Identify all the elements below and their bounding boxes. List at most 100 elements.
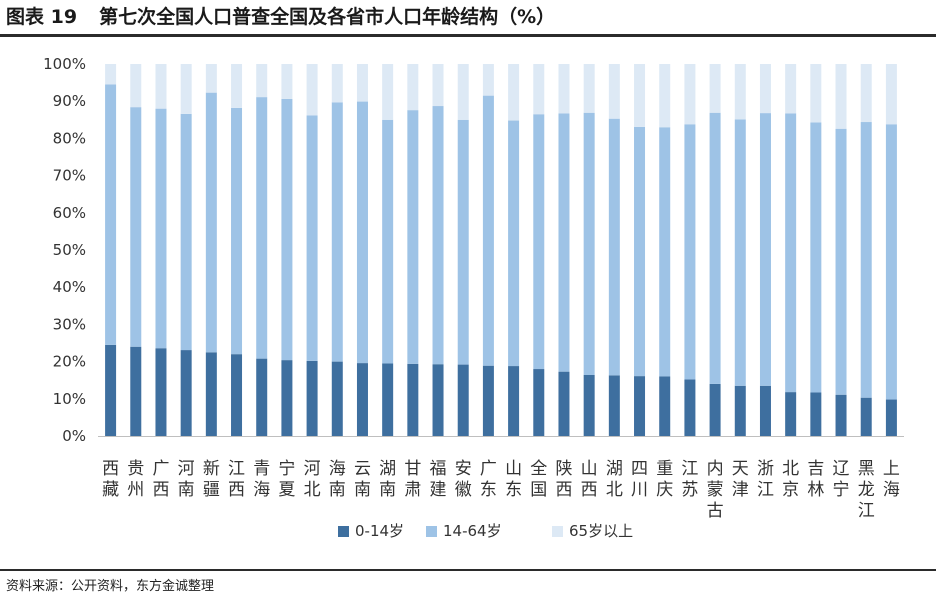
bar-segment-age-14-64 xyxy=(608,118,620,376)
bar-segment-age-65-plus xyxy=(155,64,167,109)
bar-segment-age-14-64 xyxy=(407,110,419,364)
x-category-label: 全国 xyxy=(530,459,547,500)
bar-segment-age-65-plus xyxy=(407,64,419,111)
x-category-label: 河南 xyxy=(178,459,195,500)
bar-segment-age-65-plus xyxy=(256,64,268,98)
bar-segment-age-14-64 xyxy=(130,107,142,347)
y-tick-label: 20% xyxy=(53,353,86,371)
bar-segment-age-14-64 xyxy=(155,108,167,349)
x-category-label: 广东 xyxy=(480,459,497,500)
x-category-label: 甘肃 xyxy=(404,459,421,500)
bar-segment-age-14-64 xyxy=(583,112,595,375)
bar-segment-age-0-14 xyxy=(533,369,545,436)
bar-segment-age-14-64 xyxy=(634,126,646,377)
bar-segment-age-14-64 xyxy=(659,127,671,377)
bar-segment-age-14-64 xyxy=(457,119,469,365)
x-category-label: 河北 xyxy=(304,459,321,500)
bar-segment-age-0-14 xyxy=(180,350,192,436)
title-text: 第七次全国人口普查全国及各省市人口年龄结构（%） xyxy=(99,6,556,28)
bar-segment-age-65-plus xyxy=(306,64,318,116)
legend: 0-14岁 14-64岁 65岁以上 xyxy=(338,522,633,540)
y-axis: 0% 10% 20% 30% 40% 50% 60% 70% 80% 90% 100% xyxy=(43,55,86,445)
bar-segment-age-65-plus xyxy=(356,64,368,102)
bar-segment-age-14-64 xyxy=(759,113,771,386)
bar-segment-age-0-14 xyxy=(155,348,167,436)
x-category-label: 云南 xyxy=(354,459,371,500)
source-note: 资料来源：公开资料，东方金诚整理 xyxy=(6,579,215,594)
y-tick-label: 100% xyxy=(43,55,86,73)
bar-segment-age-65-plus xyxy=(759,64,771,114)
bar-segment-age-0-14 xyxy=(205,352,217,436)
bar-segment-age-14-64 xyxy=(105,84,117,345)
bar-segment-age-65-plus xyxy=(180,64,192,114)
bar-segment-age-0-14 xyxy=(583,374,595,436)
x-category-label: 广西 xyxy=(152,459,169,500)
bar-segment-age-14-64 xyxy=(281,98,293,361)
x-category-label: 黑龙江 xyxy=(858,459,875,521)
bar-segment-age-14-64 xyxy=(785,113,797,393)
legend-label: 0-14岁 xyxy=(355,522,404,540)
y-tick-label: 40% xyxy=(53,278,86,296)
bar-segment-age-65-plus xyxy=(734,64,746,120)
bar-segment-age-14-64 xyxy=(835,128,847,395)
bar-segment-age-65-plus xyxy=(885,64,897,125)
bar-segment-age-65-plus xyxy=(205,64,217,93)
y-tick-label: 80% xyxy=(53,129,86,147)
y-tick-label: 50% xyxy=(53,241,86,259)
bar-segment-age-14-64 xyxy=(558,113,570,372)
bar-segment-age-14-64 xyxy=(256,97,268,359)
legend-label: 65岁以上 xyxy=(569,522,633,540)
bar-segment-age-65-plus xyxy=(482,64,494,96)
bar-segment-age-65-plus xyxy=(684,64,696,125)
x-category-label: 湖北 xyxy=(606,459,623,500)
bar-segment-age-0-14 xyxy=(835,394,847,436)
bar-segment-age-14-64 xyxy=(734,119,746,386)
bar-segment-age-0-14 xyxy=(231,354,243,436)
legend-swatch xyxy=(552,526,563,537)
bar-segment-age-14-64 xyxy=(709,112,721,384)
bar-segment-age-0-14 xyxy=(407,363,419,436)
x-category-label: 西藏 xyxy=(102,459,119,500)
y-tick-label: 70% xyxy=(53,167,86,185)
bar-segment-age-0-14 xyxy=(281,360,293,436)
bar-segment-age-14-64 xyxy=(306,115,318,361)
bar-segment-age-0-14 xyxy=(885,399,897,436)
x-category-label: 新疆 xyxy=(203,459,220,500)
x-category-label: 山西 xyxy=(581,459,598,500)
bar-segment-age-0-14 xyxy=(785,392,797,436)
bar-segment-age-0-14 xyxy=(457,364,469,436)
bar-segment-age-14-64 xyxy=(331,102,343,362)
figure-label: 图表 19 xyxy=(6,6,78,28)
bar-segment-age-0-14 xyxy=(432,364,444,436)
x-category-label: 上海 xyxy=(883,459,900,500)
bar-segment-age-65-plus xyxy=(533,64,545,115)
x-category-label: 宁夏 xyxy=(278,459,295,500)
bar-segment-age-0-14 xyxy=(684,379,696,436)
bar-segment-age-65-plus xyxy=(457,64,469,120)
y-tick-label: 30% xyxy=(53,315,86,333)
bar-segment-age-14-64 xyxy=(382,119,394,364)
bar-segment-age-14-64 xyxy=(508,120,520,367)
bar-segment-age-65-plus xyxy=(659,64,671,128)
bar-segment-age-14-64 xyxy=(180,113,192,351)
bar-segment-age-14-64 xyxy=(860,122,872,398)
x-category-label: 重庆 xyxy=(656,459,673,500)
x-axis: 西藏贵州广西河南新疆江西青海宁夏河北海南云南湖南甘肃福建安徽广东山东全国陕西山西… xyxy=(102,459,900,521)
bar-segment-age-65-plus xyxy=(583,64,595,113)
x-category-label: 四川 xyxy=(631,459,648,500)
bar-segment-age-65-plus xyxy=(432,64,444,107)
bar-segment-age-0-14 xyxy=(810,392,822,436)
x-category-label: 北京 xyxy=(782,459,799,500)
x-category-label: 辽宁 xyxy=(833,459,850,500)
bar-segment-age-14-64 xyxy=(885,124,897,400)
x-category-label: 江西 xyxy=(228,459,245,500)
bar-segment-age-0-14 xyxy=(382,363,394,436)
x-category-label: 吉林 xyxy=(807,459,824,500)
bar-segment-age-14-64 xyxy=(205,92,217,353)
bar-segment-age-0-14 xyxy=(558,371,570,436)
source-divider xyxy=(0,569,936,571)
x-category-label: 江苏 xyxy=(681,459,698,500)
figure-title: 图表 19 第七次全国人口普查全国及各省市人口年龄结构（%） xyxy=(6,2,555,29)
bar-segment-age-65-plus xyxy=(860,64,872,123)
x-category-label: 天津 xyxy=(732,459,749,500)
